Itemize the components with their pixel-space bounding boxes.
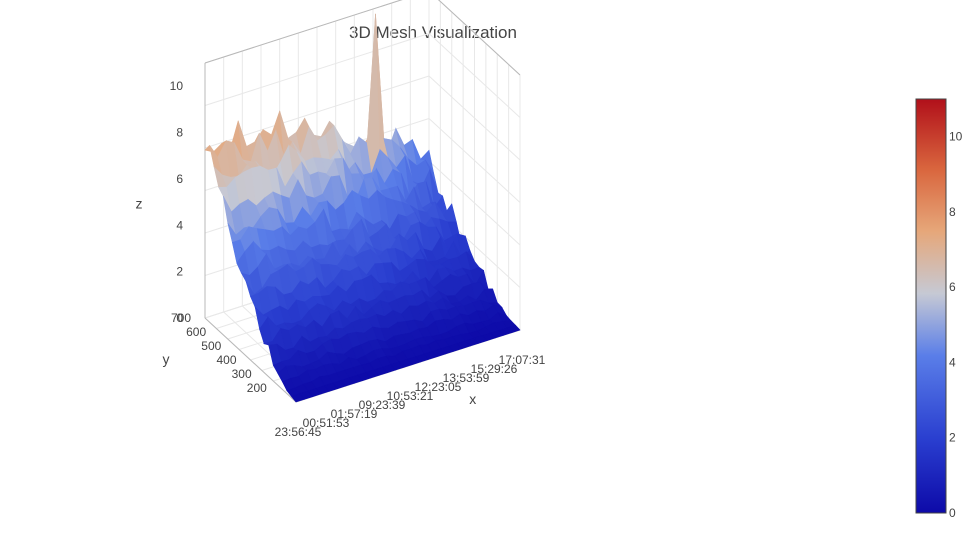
z-tick-label: 0 — [176, 311, 183, 325]
z-tick-label: 4 — [176, 218, 183, 232]
axis-frame-line — [204, 0, 403, 64]
y-tick-label: 200 — [247, 381, 267, 395]
side-wall-grid-line — [428, 118, 521, 203]
axis-frame-line — [204, 317, 297, 403]
x-tick-label: 00:51:53 — [303, 416, 350, 430]
z-tick-label: 10 — [170, 79, 184, 93]
x-tick-label: 01:57:19 — [331, 407, 378, 421]
colorbar-tick-label: 2 — [949, 431, 956, 445]
side-wall-grid-line — [428, 75, 521, 161]
x-tick-label: 23:56:45 — [275, 425, 322, 439]
x-tick-label: 17:07:31 — [499, 353, 546, 367]
x-tick-label: 10:53:21 — [387, 389, 434, 403]
colorbar: 0 2 4 6 8 10 — [915, 98, 963, 520]
colorbar-tick-label: 0 — [949, 506, 956, 520]
y-tick-label: 500 — [201, 339, 221, 353]
colorbar-tick-label: 8 — [949, 205, 956, 219]
y-tick-label: 400 — [216, 353, 236, 367]
z-tick-label: 2 — [176, 265, 183, 279]
colorbar-tick-label: 4 — [949, 355, 956, 369]
back-wall-grid-line — [204, 33, 430, 106]
x-tick-label: 15:29:26 — [471, 362, 518, 376]
y-tick-label: 700 — [171, 311, 191, 325]
z-axis-title: z — [136, 195, 143, 211]
x-tick-label: 13:53:59 — [443, 371, 490, 385]
side-wall-grid-line — [428, 160, 521, 246]
colorbar-gradient — [915, 98, 947, 514]
y-axis-title: y — [162, 351, 169, 367]
y-tick-label: 300 — [232, 367, 252, 381]
colorbar-tick-label: 10 — [949, 130, 963, 144]
side-wall-grid-line — [428, 33, 521, 118]
mesh-face — [506, 324, 521, 334]
z-tick-label: 8 — [176, 126, 183, 140]
y-tick-label: 600 — [186, 325, 206, 339]
axis-frame-line — [438, 0, 521, 76]
x-tick-label: 09:23:39 — [359, 398, 406, 412]
colorbar-tick-label: 6 — [949, 280, 956, 294]
x-axis-title: x — [469, 391, 476, 407]
z-tick-label: 6 — [176, 172, 183, 186]
x-tick-label: 12:23:05 — [415, 380, 462, 394]
